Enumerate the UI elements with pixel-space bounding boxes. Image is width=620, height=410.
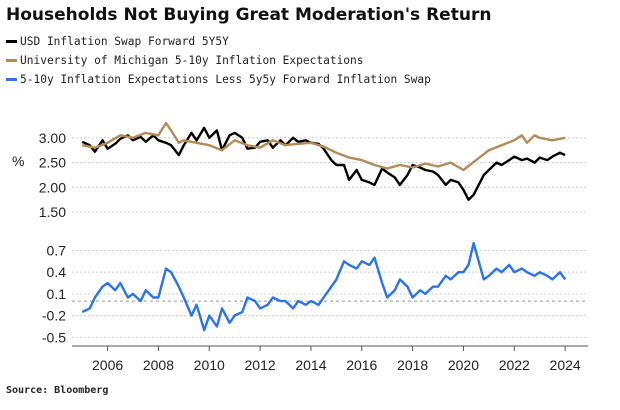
lower-y-tick-label: 0.1 xyxy=(47,286,67,302)
x-tick-label: 2018 xyxy=(397,357,428,373)
legend-item-michigan: University of Michigan 5-10y Inflation E… xyxy=(6,51,431,70)
legend-item-swap: USD Inflation Swap Forward 5Y5Y xyxy=(6,32,431,51)
x-tick-label: 2022 xyxy=(499,357,530,373)
x-tick-label: 2006 xyxy=(92,357,123,373)
legend-swatch-swap xyxy=(6,40,17,43)
upper-y-axis-label: % xyxy=(12,153,24,169)
x-tick-label: 2008 xyxy=(143,357,174,373)
upper-y-tick-label: 3.00 xyxy=(39,130,66,146)
legend-item-spread: 5-10y Inflation Expectations Less 5y5y F… xyxy=(6,70,431,89)
upper-y-tick-label: 1.50 xyxy=(39,204,66,220)
lower-y-tick-label: -0.5 xyxy=(42,329,66,345)
lower-y-tick-label: 0.4 xyxy=(47,264,67,280)
lower-y-tick-label: 0.7 xyxy=(47,242,67,258)
x-tick-label: 2024 xyxy=(550,357,581,373)
upper-y-tick-label: 2.50 xyxy=(39,155,66,171)
legend-swatch-michigan xyxy=(6,59,17,62)
x-tick-label: 2010 xyxy=(194,357,225,373)
chart-title: Households Not Buying Great Moderation's… xyxy=(6,5,492,25)
legend-label-swap: USD Inflation Swap Forward 5Y5Y xyxy=(20,35,229,48)
legend: USD Inflation Swap Forward 5Y5Y Universi… xyxy=(6,32,431,89)
legend-label-michigan: University of Michigan 5-10y Inflation E… xyxy=(20,54,364,67)
upper-series-line-1 xyxy=(81,121,566,172)
legend-swatch-spread xyxy=(6,78,17,81)
x-tick-label: 2014 xyxy=(295,357,326,373)
source-note: Source: Bloomberg xyxy=(6,385,109,396)
x-tick-label: 2020 xyxy=(448,357,479,373)
upper-y-tick-label: 2.00 xyxy=(39,179,66,195)
lower-series-line-0 xyxy=(81,241,567,332)
legend-label-spread: 5-10y Inflation Expectations Less 5y5y F… xyxy=(20,73,431,86)
upper-series-line-0 xyxy=(81,126,566,201)
x-tick-label: 2016 xyxy=(346,357,377,373)
x-tick-label: 2012 xyxy=(245,357,276,373)
lower-y-tick-label: -0.2 xyxy=(42,308,66,324)
